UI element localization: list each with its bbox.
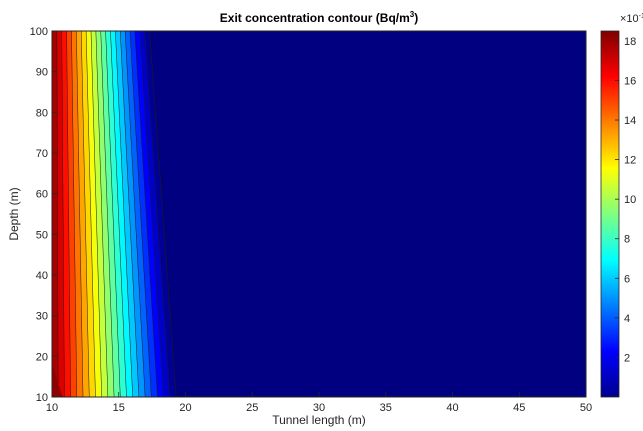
colorbar-tick-label: 12 <box>624 155 636 167</box>
x-tick-label: 15 <box>113 402 125 414</box>
x-tick-label: 20 <box>179 402 191 414</box>
y-tick-label: 50 <box>36 229 48 241</box>
contour-band <box>144 31 177 397</box>
y-tick-label: 20 <box>36 351 48 363</box>
colorbar <box>600 30 620 398</box>
x-axis: 10 15 20 25 30 35 40 45 50 <box>46 392 592 414</box>
colorbar-tick-label: 2 <box>624 352 630 364</box>
title-superscript: 3 <box>410 10 415 19</box>
colorbar-exponent-superscript: -1 <box>639 13 643 20</box>
colorbar-exponent: ×10-1 <box>620 13 643 25</box>
x-axis-label: Tunnel length (m) <box>272 413 366 427</box>
x-tick-label: 35 <box>380 402 392 414</box>
x-tick-label: 25 <box>246 402 258 414</box>
title-close: ) <box>414 11 418 25</box>
y-tick-label: 80 <box>36 107 48 119</box>
y-tick-label: 90 <box>36 67 48 79</box>
contour-peak <box>52 364 63 397</box>
y-tick-label: 70 <box>36 148 48 160</box>
chart-title: Exit concentration contour (Bq/m3) <box>220 10 418 25</box>
colorbar-tick-label: 14 <box>624 115 636 127</box>
y-tick-label: 30 <box>36 311 48 323</box>
y-tick-label: 100 <box>30 26 48 38</box>
colorbar-tick-label: 10 <box>624 194 636 206</box>
colorbar-tick-label: 8 <box>624 234 630 246</box>
y-tick-label: 40 <box>36 270 48 282</box>
y-axis: 10 20 30 40 50 60 70 80 90 100 <box>30 26 57 404</box>
x-tick-label: 40 <box>446 402 458 414</box>
x-tick-label: 30 <box>313 402 325 414</box>
contour-field <box>52 31 586 397</box>
colorbar-tick-label: 16 <box>624 75 636 87</box>
x-tick-label: 50 <box>580 402 592 414</box>
colorbar-tick-label: 18 <box>624 36 636 48</box>
y-tick-label: 10 <box>36 392 48 404</box>
colorbar-tick-label: 4 <box>624 313 630 325</box>
y-axis-label: Depth (m) <box>7 187 21 240</box>
x-tick-label: 10 <box>46 402 58 414</box>
colorbar-ticks: 2 4 6 8 10 12 14 16 18 <box>615 36 636 364</box>
x-tick-label: 45 <box>513 402 525 414</box>
y-tick-label: 60 <box>36 189 48 201</box>
colorbar-tick-label: 6 <box>624 273 630 285</box>
